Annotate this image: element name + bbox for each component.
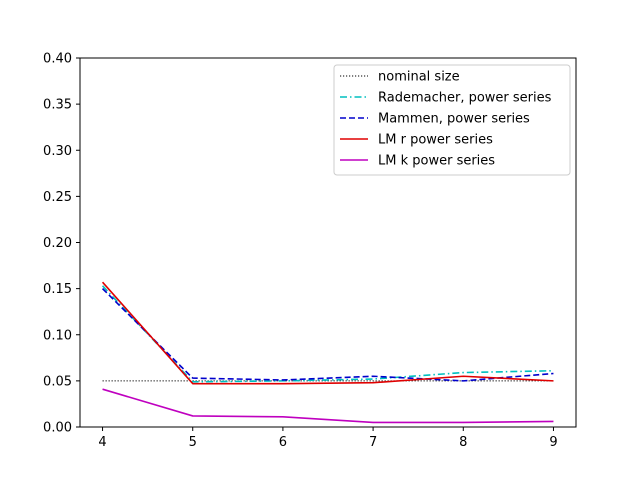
legend: nominal size Rademacher, power series Mamm… [333, 64, 571, 176]
x-tick-label: 8 [459, 435, 467, 450]
series-line-2 [101, 285, 554, 383]
series-line-3 [101, 288, 554, 382]
y-tick-label: 0.00 [43, 421, 72, 436]
y-tick-label: 0.40 [43, 52, 72, 67]
y-tick-label: 0.20 [43, 236, 72, 251]
legend-label-5: LM k power series [378, 154, 495, 169]
x-axis: 4 5 6 7 8 9 [98, 427, 558, 450]
legend-label-3: Mammen, power series [378, 112, 530, 127]
series-line-5 [102, 388, 554, 424]
x-tick-label: 9 [549, 435, 557, 450]
x-tick-label: 7 [369, 435, 377, 450]
y-tick-label: 0.25 [43, 190, 72, 205]
series-line-4 [101, 281, 554, 385]
x-tick-label: 5 [189, 435, 197, 450]
y-axis: 0.00 0.05 0.10 0.15 0.20 0.25 0.30 0.35 0.40 [43, 52, 80, 436]
y-tick-label: 0.10 [43, 328, 72, 343]
y-tick-label: 0.35 [43, 98, 72, 113]
y-tick-label: 0.15 [43, 282, 72, 297]
legend-label-2: Rademacher, power series [378, 91, 552, 106]
legend-label-4: LM r power series [378, 133, 493, 148]
legend-label-1: nominal size [378, 70, 460, 85]
legend-box [333, 64, 571, 176]
x-tick-label: 6 [279, 435, 287, 450]
plot-lines [101, 281, 554, 424]
x-tick-label: 4 [98, 435, 106, 450]
y-tick-label: 0.05 [43, 374, 72, 389]
y-tick-label: 0.30 [43, 144, 72, 159]
